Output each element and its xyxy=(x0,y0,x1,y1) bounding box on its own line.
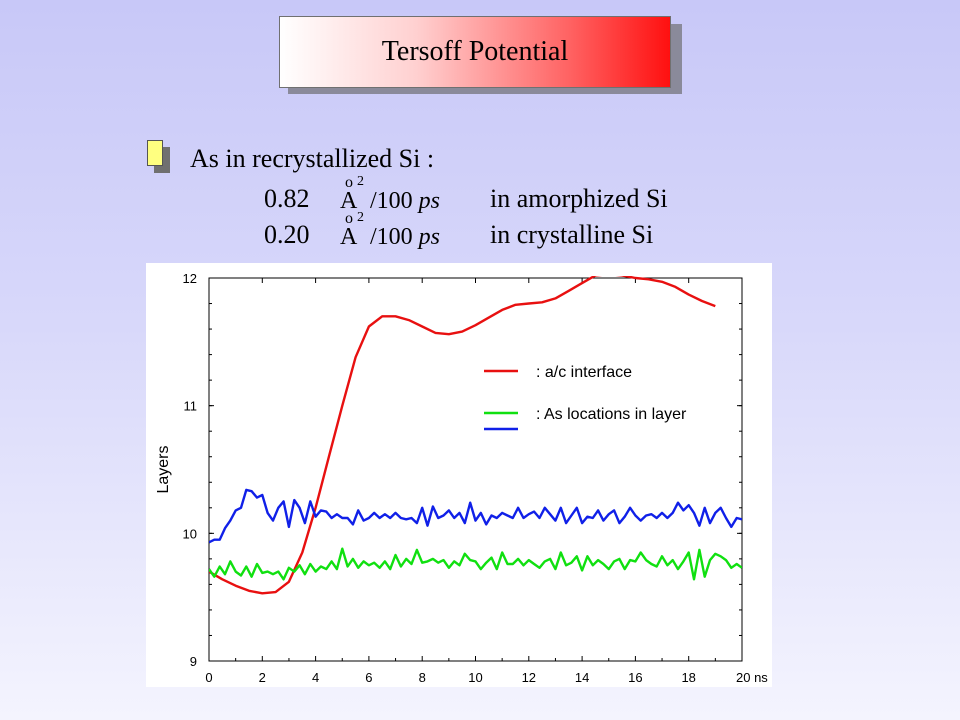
unit-exponent: 2 xyxy=(357,210,364,225)
rate-label-amorphized: in amorphized Si xyxy=(490,184,668,213)
as-locations-blue-line xyxy=(209,488,742,544)
unit-angstrom-ring: o xyxy=(345,210,353,227)
unit-angstrom-ring: o xyxy=(345,174,353,191)
plot-frame xyxy=(208,277,743,662)
x-tick-label: 2 xyxy=(259,670,266,685)
x-tick-label: 6 xyxy=(365,670,372,685)
unit-angstrom-letter: A xyxy=(340,188,358,214)
unit-ps: ps xyxy=(418,224,441,250)
y-tick-label: 12 xyxy=(183,271,197,286)
x-tick-label: 10 xyxy=(468,670,482,685)
x-tick-label: 0 xyxy=(205,670,212,685)
x-tick-label: 16 xyxy=(628,670,642,685)
x-tick-label: 12 xyxy=(522,670,536,685)
y-tick-label: 9 xyxy=(190,654,197,669)
rate-value-crystalline: 0.20 xyxy=(264,220,310,249)
chart-panel: 0 2 4 6 8 10 12 14 16 18 20 ns 9 10 11 12 Layers : a/c i… xyxy=(146,263,772,687)
unit-slash-100: /100 xyxy=(370,224,413,250)
unit-per-time: /100 ps xyxy=(370,188,440,215)
unit-per-time: /100 ps xyxy=(370,224,440,251)
x-tick-label: 4 xyxy=(312,670,319,685)
unit-exponent: 2 xyxy=(357,174,364,189)
bullet-text: As in recrystallized Si : xyxy=(190,144,435,173)
y-axis-label: Layers xyxy=(155,445,172,493)
x-tick-label: 20 ns xyxy=(736,670,768,685)
bullet-square-icon xyxy=(147,140,163,166)
x-tick-label: 18 xyxy=(681,670,695,685)
rate-value-amorphized: 0.82 xyxy=(264,184,310,213)
unit-ps: ps xyxy=(418,188,441,214)
y-tick-label: 10 xyxy=(183,526,197,541)
y-tick-label: 11 xyxy=(184,399,198,414)
rate-label-crystalline: in crystalline Si xyxy=(490,220,654,249)
legend-as-locations-label: : As locations in layer xyxy=(536,406,687,423)
x-tick-label: 8 xyxy=(419,670,426,685)
a-c-interface-line xyxy=(209,276,716,595)
layers-vs-time-chart: 0 2 4 6 8 10 12 14 16 18 20 ns 9 10 11 12 Layers : a/c i… xyxy=(155,271,768,685)
x-tick-label: 14 xyxy=(575,670,589,685)
legend-a-c-interface-label: : a/c interface xyxy=(536,364,632,381)
unit-angstrom-letter: A xyxy=(340,224,358,250)
title-box: Tersoff Potential xyxy=(279,16,671,88)
unit-slash-100: /100 xyxy=(370,188,413,214)
as-locations-green-line xyxy=(209,547,742,581)
slide-title: Tersoff Potential xyxy=(381,36,569,67)
